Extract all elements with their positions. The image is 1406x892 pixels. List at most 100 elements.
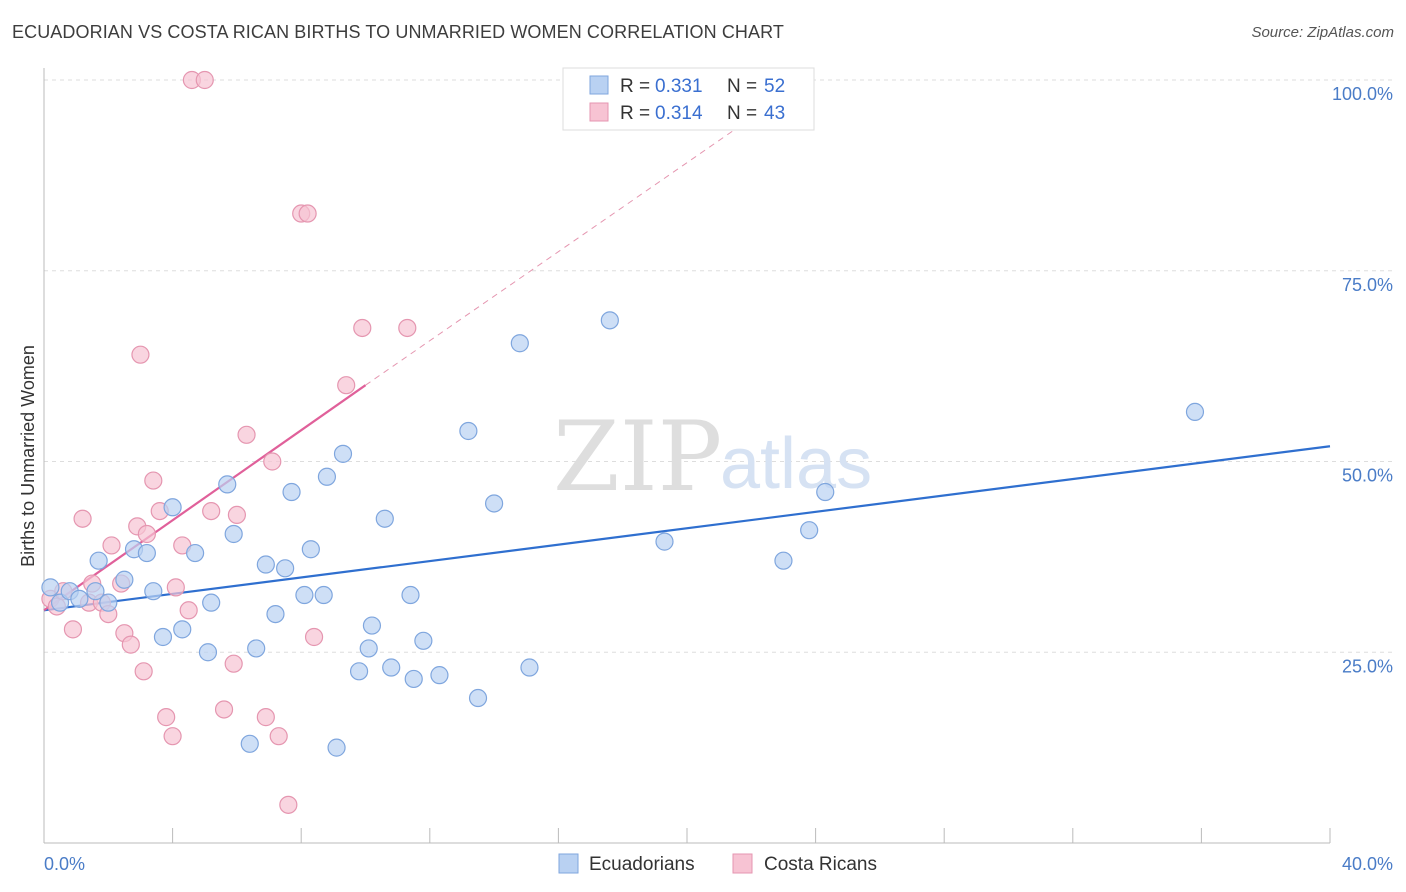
bottom-legend-swatch-ecuadorians (558, 853, 579, 874)
point-ecuadorians (1185, 402, 1205, 422)
x-tick-label-max: 40.0% (1342, 854, 1393, 874)
point-ecuadorians (314, 585, 333, 605)
point-ecuadorians (115, 570, 134, 589)
point-costa-ricans (214, 700, 234, 719)
point-costa-ricans (263, 452, 282, 471)
point-costa-ricans (237, 425, 256, 444)
trend-line-costa-ricans-extended (365, 117, 752, 386)
point-costa-ricans (63, 620, 83, 639)
point-ecuadorians (600, 311, 619, 330)
point-ecuadorians (137, 543, 156, 563)
point-ecuadorians (163, 498, 182, 517)
y-tick-label-75: 75.0% (1342, 275, 1393, 295)
point-costa-ricans (179, 601, 198, 620)
point-ecuadorians (359, 639, 378, 658)
x-axis-ticks (43, 828, 1331, 843)
point-ecuadorians (240, 734, 259, 753)
point-ecuadorians (295, 585, 314, 605)
bottom-legend-swatch-costa-ricans (732, 853, 753, 874)
point-costa-ricans (157, 708, 176, 727)
legend-swatch-ecuadorians (589, 75, 609, 95)
y-tick-label-50: 50.0% (1342, 466, 1393, 486)
point-ecuadorians (86, 582, 105, 601)
data-points (41, 70, 1205, 814)
legend-bottom: Ecuadorians Costa Ricans (558, 853, 877, 875)
point-ecuadorians (362, 616, 382, 635)
point-ecuadorians (153, 627, 173, 647)
point-ecuadorians (173, 620, 192, 639)
point-ecuadorians (382, 658, 401, 677)
point-ecuadorians (186, 543, 205, 563)
point-costa-ricans (279, 795, 298, 814)
trend-line-ecuadorians (43, 445, 1331, 612)
point-costa-ricans (202, 501, 221, 521)
point-ecuadorians (202, 593, 221, 612)
point-ecuadorians (144, 582, 163, 601)
x-tick-label-min: 0.0% (44, 854, 85, 874)
chart-title: ECUADORIAN VS COSTA RICAN BIRTHS TO UNMA… (12, 22, 784, 42)
point-ecuadorians (774, 551, 793, 570)
point-costa-ricans (224, 654, 243, 673)
point-ecuadorians (510, 334, 529, 353)
point-ecuadorians (375, 509, 394, 528)
point-costa-ricans (353, 318, 372, 338)
point-ecuadorians (301, 540, 320, 559)
point-ecuadorians (816, 482, 835, 502)
point-ecuadorians (247, 639, 266, 658)
bottom-legend-ecuadorians: Ecuadorians (589, 854, 695, 875)
point-ecuadorians (459, 421, 478, 441)
point-costa-ricans (163, 727, 182, 746)
point-costa-ricans (337, 376, 356, 395)
point-costa-ricans (227, 505, 246, 525)
point-ecuadorians (485, 494, 504, 513)
point-ecuadorians (349, 662, 369, 681)
watermark-atlas: atlas (720, 424, 872, 504)
point-ecuadorians (401, 585, 420, 605)
point-costa-ricans (102, 536, 121, 555)
legend-n-label-1: N = (727, 76, 757, 97)
point-ecuadorians (317, 467, 337, 486)
point-costa-ricans (121, 635, 140, 654)
legend-swatch-costa-ricans (589, 102, 609, 122)
point-costa-ricans (144, 471, 163, 490)
source-credit: Source: ZipAtlas.com (1251, 24, 1394, 41)
legend-n-label-2: N = (727, 103, 757, 124)
legend-r-label-2: R = (620, 103, 650, 124)
legend-r-value-1: 0.331 (655, 76, 703, 97)
point-ecuadorians (468, 688, 488, 708)
point-ecuadorians (333, 444, 353, 463)
legend-top: R = 0.331 N = 52 R = 0.314 N = 43 (562, 67, 815, 131)
legend-r-value-2: 0.314 (655, 103, 703, 124)
bottom-legend-costa-ricans: Costa Ricans (764, 854, 877, 875)
point-ecuadorians (282, 482, 301, 502)
point-costa-ricans (304, 627, 324, 647)
y-tick-label-100: 100.0% (1332, 84, 1393, 104)
point-costa-ricans (398, 318, 417, 338)
point-ecuadorians (430, 666, 449, 685)
point-costa-ricans (166, 578, 185, 597)
legend-n-value-1: 52 (764, 76, 785, 97)
point-costa-ricans (73, 509, 92, 528)
point-costa-ricans (137, 524, 156, 544)
trend-line-costa-ricans (43, 384, 367, 612)
point-costa-ricans (269, 727, 288, 746)
point-ecuadorians (198, 643, 218, 662)
point-ecuadorians (327, 738, 346, 757)
grid-lines (44, 79, 1395, 653)
legend-r-label-1: R = (620, 76, 650, 97)
point-ecuadorians (41, 578, 60, 597)
point-costa-ricans (195, 70, 214, 90)
point-ecuadorians (256, 555, 275, 574)
point-costa-ricans (298, 204, 317, 223)
point-ecuadorians (520, 658, 539, 677)
point-ecuadorians (224, 524, 243, 544)
point-ecuadorians (800, 521, 819, 540)
point-ecuadorians (414, 631, 433, 650)
y-tick-label-25: 25.0% (1342, 656, 1393, 676)
point-ecuadorians (655, 532, 674, 551)
y-axis-tick-labels: 25.0% 50.0% 75.0% 100.0% (1332, 84, 1393, 676)
point-costa-ricans (134, 662, 153, 681)
legend-n-value-2: 43 (764, 103, 785, 124)
y-axis-label: Births to Unmarried Women (18, 345, 38, 567)
